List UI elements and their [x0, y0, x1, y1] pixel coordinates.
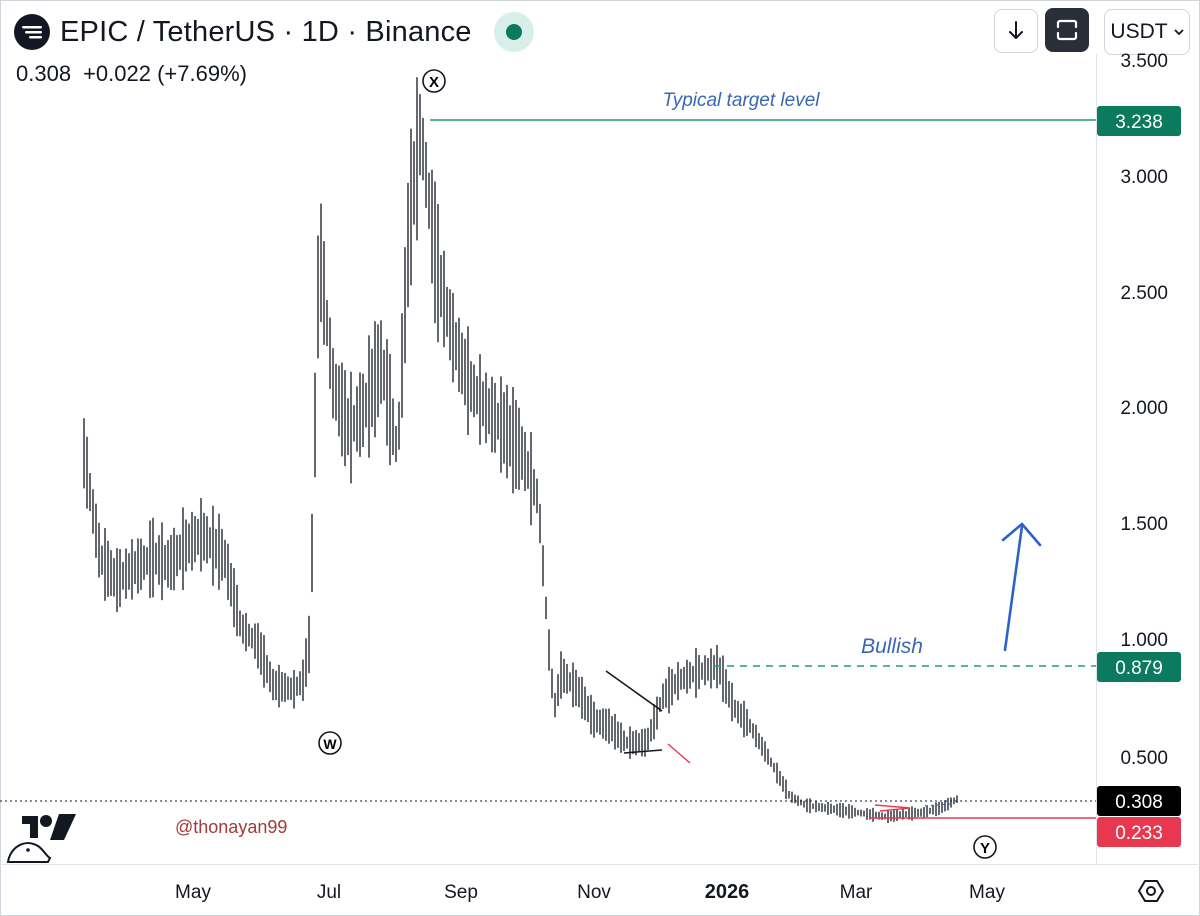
y-tick-0.5: 0.500 — [1120, 748, 1168, 769]
x-tick-jul: Jul — [317, 882, 341, 903]
breakdown-line[interactable] — [667, 743, 691, 764]
watermark-text: @thonayan99 — [175, 817, 287, 837]
chevron-down-icon — [1173, 29, 1184, 36]
y-tick-3.0: 3.000 — [1120, 167, 1168, 188]
triangle-upper-line[interactable] — [605, 670, 663, 712]
y-tick-2.0: 2.000 — [1120, 398, 1168, 419]
price-label-last[interactable]: 0.308 — [1097, 786, 1181, 816]
currency-label: USDT — [1110, 20, 1168, 43]
y-tick-3.5: 3.500 — [1120, 51, 1168, 72]
symbol-title[interactable]: EPIC / TetherUS · 1D · Binance — [60, 15, 472, 48]
x-tick-sep: Sep — [444, 882, 478, 903]
bullish-text[interactable]: Bullish — [861, 635, 923, 658]
price-axis[interactable]: 3.500 3.000 2.500 2.000 1.500 1.000 0.50… — [1120, 51, 1168, 769]
x-tick-may: May — [175, 882, 211, 903]
ohlc-bars — [83, 77, 958, 824]
y-tick-1.0: 1.000 — [1120, 630, 1168, 651]
y-tick-1.5: 1.500 — [1120, 514, 1168, 535]
time-axis-divider — [0, 864, 1198, 865]
chart-settings-icon[interactable] — [1136, 876, 1166, 906]
price-change: +0.022 (+7.69%) — [83, 61, 247, 86]
price-summary: 0.308 +0.022 (+7.69%) — [16, 61, 247, 87]
x-tick-mar: Mar — [840, 882, 873, 903]
wave-y-text: Y — [980, 840, 990, 857]
red-pattern-mark — [874, 804, 911, 812]
target-level-text[interactable]: Typical target level — [663, 90, 821, 111]
y-tick-2.5: 2.500 — [1120, 283, 1168, 304]
epic-logo-icon — [22, 26, 42, 39]
wave-label-x: X — [422, 69, 446, 93]
download-button[interactable] — [994, 9, 1038, 53]
price-axis-divider — [1096, 54, 1097, 864]
time-axis[interactable]: May Jul Sep Nov 2026 Mar May — [175, 881, 1005, 903]
wave-w-text: W — [323, 736, 337, 752]
wave-label-y: Y — [973, 835, 997, 859]
price-label-target-text: 3.238 — [1115, 112, 1163, 133]
price-label-support-text: 0.233 — [1115, 823, 1163, 844]
currency-select[interactable]: USDT — [1104, 9, 1190, 55]
x-tick-nov: Nov — [577, 882, 611, 903]
wave-label-w: W — [318, 731, 342, 755]
price-label-bullish[interactable]: 0.879 — [1097, 652, 1181, 682]
price-label-bullish-text: 0.879 — [1115, 658, 1163, 679]
fullscreen-icon — [1056, 19, 1078, 41]
wave-x-text: X — [429, 74, 439, 91]
market-status-icon[interactable] — [493, 12, 534, 52]
last-price: 0.308 — [16, 61, 72, 86]
x-tick-2026: 2026 — [705, 881, 750, 903]
price-label-support[interactable]: 0.233 — [1097, 817, 1181, 847]
arrow-down-icon — [1009, 21, 1023, 39]
price-label-last-text: 0.308 — [1115, 792, 1163, 813]
tradingview-logo[interactable] — [4, 808, 84, 866]
bullish-arrow[interactable] — [1001, 522, 1042, 652]
chart-drawings: X W Y Typical target level Bullish @thon… — [0, 69, 1096, 859]
price-label-target[interactable]: 3.238 — [1097, 106, 1181, 136]
x-tick-may-2026: May — [969, 882, 1005, 903]
chart-header: EPIC / TetherUS · 1D · Binance — [14, 12, 534, 52]
blue-pattern-mark — [924, 803, 951, 807]
triangle-lower-line[interactable] — [623, 749, 663, 754]
symbol-logo[interactable] — [14, 14, 50, 50]
fullscreen-button[interactable] — [1045, 8, 1089, 52]
